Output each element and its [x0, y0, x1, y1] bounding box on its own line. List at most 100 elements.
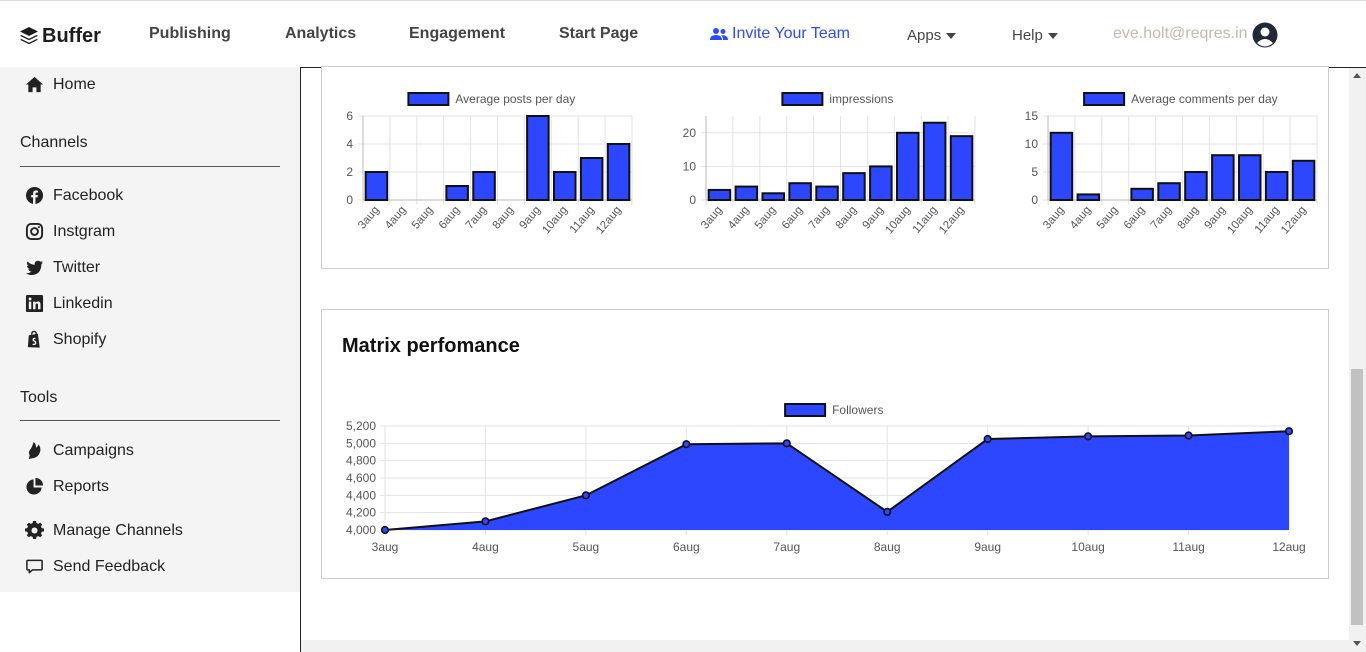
- sidebar-item-home[interactable]: Home: [25, 75, 96, 94]
- bar: [761, 192, 786, 201]
- sidebar-item-twitter[interactable]: Twitter: [25, 258, 100, 277]
- sidebar-item-label: Instgram: [53, 222, 116, 240]
- x-tick-label: 8aug: [491, 204, 517, 231]
- followers-chart-svg: Followers 4,000 4,200 4,400 4,600 4,800 5,000 5…: [346, 403, 1306, 554]
- x-tick-label: 5aug: [1095, 204, 1121, 231]
- series-line: [384, 430, 1290, 531]
- data-point: [782, 439, 791, 448]
- bar: [1076, 193, 1101, 202]
- bar: [707, 188, 732, 201]
- sidebar-item-label: Linkedin: [53, 294, 113, 312]
- x-tick-label: 10aug: [1071, 540, 1104, 554]
- y-tick-label: 20: [683, 126, 697, 140]
- x-tick-label: 12aug: [594, 204, 624, 236]
- linkedin-icon: [25, 294, 44, 313]
- bar: [1184, 171, 1208, 201]
- nav-analytics[interactable]: Analytics: [285, 25, 357, 42]
- sidebar-item-label: Reports: [53, 477, 110, 495]
- x-tick-label: 4aug: [726, 204, 752, 231]
- top-navbar: Buffer Publishing Analytics Engagement S…: [0, 0, 1366, 67]
- tools-heading: Tools: [20, 389, 58, 406]
- scrollbar-thumb[interactable]: [1351, 369, 1363, 625]
- x-tick-label: 3aug: [356, 204, 382, 231]
- area-fill: [385, 431, 1289, 530]
- y-tick-label: 5: [1031, 165, 1038, 179]
- x-tick-label: 11aug: [911, 204, 940, 236]
- bar: [1130, 187, 1154, 202]
- home-icon: [25, 76, 44, 93]
- nav-start-page[interactable]: Start Page: [559, 25, 639, 42]
- sidebar-item-label: Manage Channels: [53, 521, 183, 539]
- campaigns-icon: [28, 441, 41, 460]
- x-tick-label: 8aug: [874, 540, 901, 554]
- brand-name: Buffer: [42, 24, 101, 47]
- data-point: [481, 517, 490, 526]
- y-tick-label: 6: [346, 109, 353, 123]
- data-point: [1084, 432, 1093, 441]
- sidebar-item-reports[interactable]: Reports: [25, 477, 109, 496]
- x-tick-label: 10aug: [1225, 204, 1255, 236]
- gear-icon: [25, 521, 44, 540]
- matrix-title: Matrix perfomance: [342, 335, 520, 357]
- bar: [364, 171, 389, 201]
- bar: [815, 185, 839, 201]
- divider: [20, 420, 280, 421]
- help-label: Help: [1012, 27, 1043, 44]
- sidebar-item-linkedin[interactable]: Linkedin: [25, 294, 113, 313]
- data-point: [983, 434, 992, 444]
- x-tick-label: 7aug: [1149, 204, 1175, 231]
- x-tick-label: 4aug: [383, 204, 409, 231]
- data-point: [1184, 431, 1193, 440]
- data-point: [682, 440, 691, 449]
- x-tick-label: 3aug: [372, 540, 399, 554]
- x-tick-label: 11aug: [1253, 204, 1282, 236]
- y-tick-label: 4,200: [346, 506, 376, 520]
- sidebar-item-label: Send Feedback: [53, 557, 166, 575]
- sidebar-item-campaigns[interactable]: Campaigns: [25, 441, 134, 460]
- vertical-scrollbar[interactable]: [1349, 68, 1366, 652]
- y-tick-label: 5,200: [346, 419, 376, 433]
- bar: [1157, 182, 1181, 201]
- y-tick-label: 10: [683, 159, 697, 173]
- y-tick-label: 15: [1025, 109, 1039, 123]
- sidebar-item-send-feedback[interactable]: Send Feedback: [25, 557, 165, 576]
- matrix-performance-card: Matrix perfomance Followers 4,000 4,200 4,4…: [321, 309, 1329, 579]
- x-tick-label: 6aug: [1122, 204, 1148, 231]
- sidebar: Home Channels Facebook Instgram Twitter …: [0, 67, 300, 592]
- shopify-icon: [27, 330, 40, 348]
- scroll-down-icon[interactable]: [1353, 641, 1361, 646]
- bar-chart-3: Average comments per day 0 5 10 15 3aug 4aug 5a…: [1025, 92, 1318, 236]
- sidebar-item-manage-channels[interactable]: Manage Channels: [25, 521, 183, 540]
- scroll-up-icon[interactable]: [1353, 73, 1361, 78]
- buffer-logo[interactable]: Buffer: [19, 23, 101, 49]
- bar: [526, 115, 550, 201]
- bar: [869, 165, 893, 201]
- bar: [472, 171, 496, 201]
- sidebar-item-label: Home: [53, 75, 96, 93]
- nav-engagement[interactable]: Engagement: [409, 25, 506, 42]
- user-email[interactable]: eve.holt@reqres.in: [1113, 25, 1248, 42]
- x-tick-label: 12aug: [1272, 540, 1305, 554]
- apps-dropdown[interactable]: Apps: [907, 27, 957, 44]
- x-tick-label: 10aug: [883, 204, 913, 236]
- x-tick-label: 4aug: [472, 540, 499, 554]
- x-tick-label: 9aug: [1203, 204, 1229, 231]
- bar: [606, 143, 631, 201]
- nav-publishing[interactable]: Publishing: [149, 25, 231, 42]
- x-tick-label: 3aug: [699, 204, 725, 231]
- user-avatar-icon[interactable]: [1252, 22, 1278, 48]
- bar-charts-card: Average posts per day 0 2 4 6 3aug 4aug 5aug 6au…: [321, 66, 1329, 269]
- invite-team-link[interactable]: Invite Your Team: [710, 25, 850, 43]
- bar: [552, 171, 577, 201]
- horizontal-scrollbar[interactable]: [301, 640, 1349, 652]
- x-tick-label: 4aug: [1068, 204, 1094, 231]
- sidebar-item-instagram[interactable]: Instgram: [25, 222, 115, 241]
- sidebar-item-shopify[interactable]: Shopify: [25, 330, 106, 349]
- bar: [949, 135, 974, 202]
- x-tick-label: 5aug: [573, 540, 600, 554]
- legend-swatch: [1083, 92, 1126, 106]
- help-dropdown[interactable]: Help: [1012, 27, 1058, 44]
- sidebar-item-facebook[interactable]: Facebook: [25, 186, 123, 205]
- x-tick-label: 5aug: [410, 204, 436, 231]
- bar: [1237, 154, 1262, 201]
